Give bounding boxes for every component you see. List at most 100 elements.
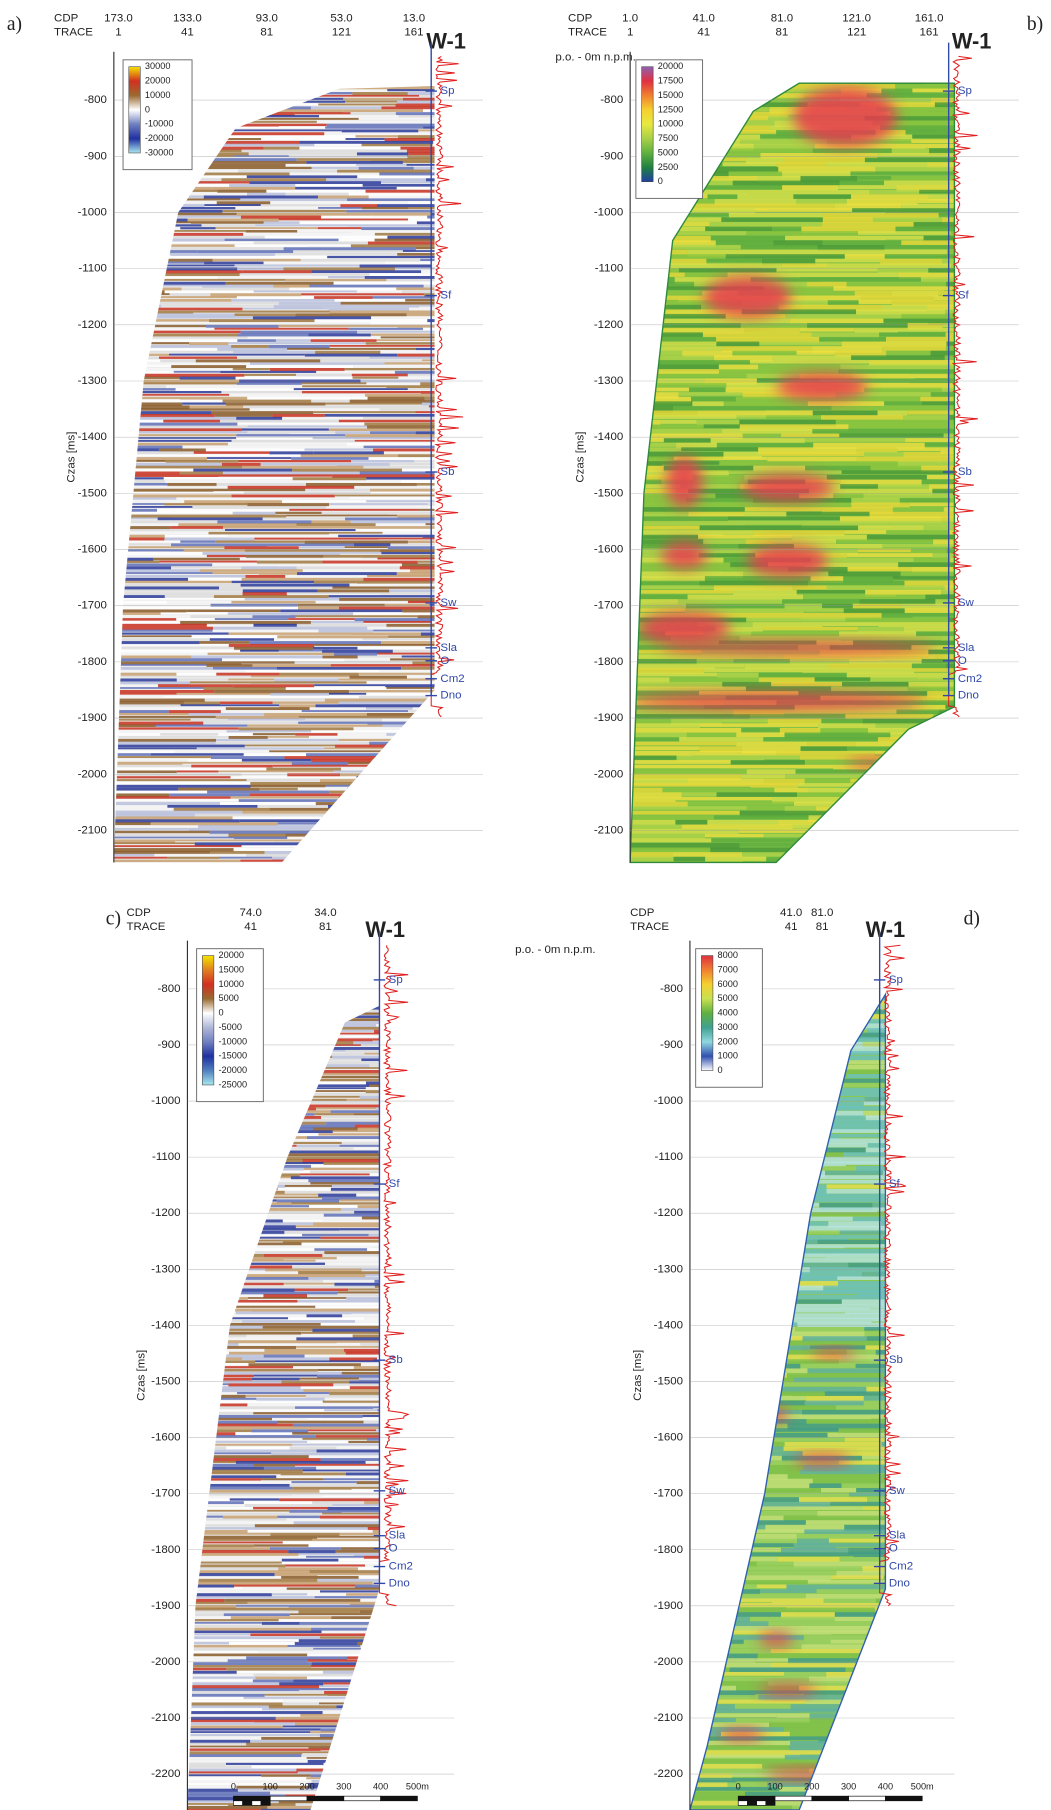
amplitude-band	[687, 733, 736, 738]
reflector	[352, 1311, 421, 1313]
reflector	[114, 589, 243, 591]
reflector	[187, 1769, 296, 1772]
reflector	[114, 845, 242, 847]
reflector	[187, 1214, 323, 1217]
amplitude-band	[679, 737, 763, 742]
reflector	[382, 791, 481, 794]
reflector	[283, 1725, 398, 1727]
reflector	[114, 486, 228, 488]
amplitude-band	[738, 829, 832, 833]
anomaly	[704, 276, 791, 317]
reflector	[345, 101, 397, 103]
reflector	[250, 1740, 369, 1743]
reflector	[361, 227, 466, 230]
reflector	[433, 581, 509, 584]
amplitude-band	[870, 1304, 924, 1308]
reflector	[212, 563, 276, 565]
reflector	[374, 1030, 502, 1033]
reflector	[180, 471, 223, 474]
panel: -800-900-1000-1100-1200-1300-1400-1500-1…	[630, 907, 1005, 1810]
reflector	[357, 581, 433, 584]
amplitude-band	[778, 1557, 840, 1562]
reflector	[296, 1346, 408, 1348]
reflector	[318, 1573, 419, 1575]
amplitude-band	[630, 797, 675, 802]
reflector	[114, 55, 222, 58]
reflector	[114, 460, 166, 462]
reflector	[251, 1228, 340, 1231]
amplitude-band	[809, 788, 906, 793]
reflector	[329, 428, 435, 431]
reflector	[442, 727, 514, 729]
reflector	[221, 178, 326, 181]
amplitude-band	[690, 1203, 723, 1209]
reflector	[384, 1309, 441, 1313]
reflector	[114, 569, 200, 572]
reflector	[187, 1475, 276, 1478]
reflector	[346, 210, 437, 213]
amplitude-band	[630, 401, 692, 406]
amplitude-band	[809, 1483, 841, 1488]
reflector	[300, 1378, 359, 1380]
reflector	[219, 474, 333, 476]
reflector	[360, 1599, 404, 1602]
reflector	[311, 730, 436, 732]
reflector	[226, 1668, 361, 1671]
reflector	[200, 641, 250, 644]
reflector	[187, 1208, 279, 1212]
reflector	[187, 1409, 324, 1411]
reflector	[187, 1717, 275, 1720]
reflector	[114, 701, 184, 704]
reflector	[368, 782, 481, 786]
reflector	[287, 348, 416, 350]
reflector	[252, 664, 330, 667]
reflector	[373, 1748, 481, 1751]
amplitude-band	[630, 834, 705, 839]
reflector	[153, 558, 240, 561]
amplitude-band	[785, 1755, 863, 1760]
reflector	[114, 842, 195, 844]
reflector	[114, 770, 177, 773]
amplitude-band	[690, 1175, 737, 1179]
amplitude-band	[806, 1419, 905, 1423]
amplitude-band	[792, 1805, 890, 1810]
legend-label: 3000	[718, 1022, 738, 1032]
amplitude-band	[833, 765, 930, 770]
reflector	[169, 520, 217, 523]
amplitude-band	[723, 1612, 781, 1617]
reflector	[187, 1168, 304, 1171]
reflector	[297, 624, 387, 627]
trace-tick: 81	[319, 921, 332, 933]
reflector	[342, 129, 419, 132]
amplitude-band	[723, 1235, 777, 1241]
amplitude-band	[800, 1470, 877, 1475]
amplitude-band	[784, 1727, 897, 1732]
reflector	[314, 644, 450, 646]
amplitude-band	[885, 1212, 967, 1216]
reflector	[114, 650, 240, 653]
reflector	[255, 1360, 380, 1362]
reflector	[248, 1530, 373, 1532]
reflector	[213, 259, 301, 262]
reflector	[396, 848, 485, 851]
reflector	[354, 543, 391, 546]
amplitude-band	[690, 1470, 800, 1475]
reflector	[381, 592, 494, 594]
amplitude-band	[679, 392, 743, 396]
y-tick-label: -1000	[151, 1095, 180, 1107]
reflector	[191, 719, 229, 722]
y-tick-label: -1200	[654, 1207, 683, 1219]
reflector	[396, 112, 496, 115]
reflector	[341, 302, 446, 305]
reflector	[243, 233, 375, 236]
y-tick-label: -1500	[78, 487, 107, 499]
reflector	[187, 1783, 308, 1785]
reflector	[310, 72, 436, 76]
reflector	[408, 540, 500, 543]
reflector	[321, 972, 443, 975]
reflector	[266, 190, 365, 193]
reflector	[309, 1205, 358, 1208]
scale-label: 500m	[406, 1781, 429, 1791]
reflector	[381, 1625, 501, 1627]
reflector	[194, 115, 319, 117]
